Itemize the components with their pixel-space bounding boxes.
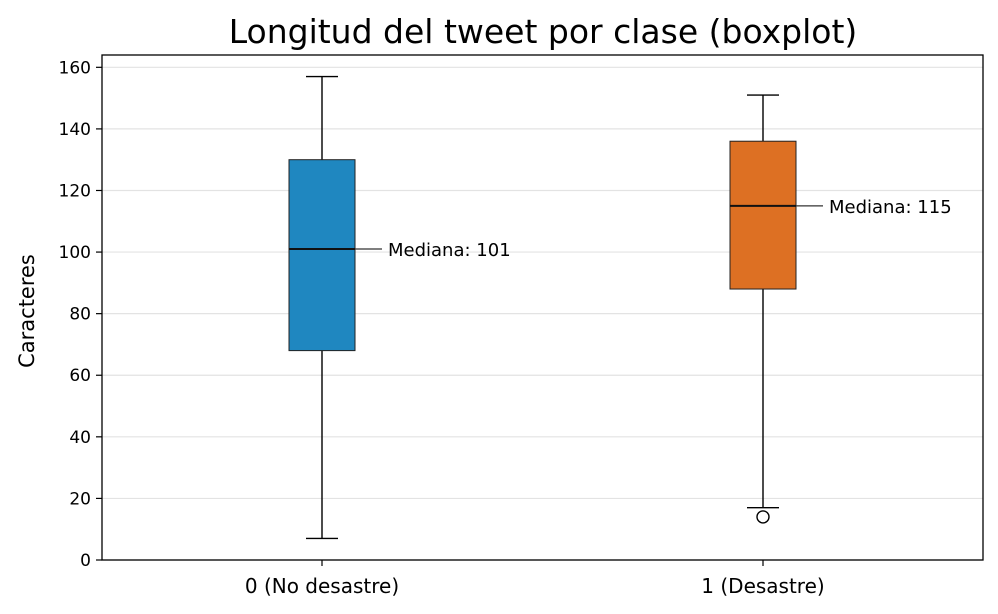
grid — [102, 66, 983, 561]
box-group: Mediana: 101 — [288, 75, 511, 540]
y-tick-label: 120 — [59, 181, 91, 201]
x-tick-label: 0 (No desastre) — [245, 574, 399, 598]
plot-frame — [101, 54, 984, 561]
outlier-point — [756, 510, 770, 524]
y-tick-label: 80 — [69, 305, 91, 325]
y-tick-label: 160 — [59, 58, 91, 78]
y-tick-label: 60 — [69, 366, 91, 386]
y-axis-label: Caracteres — [15, 254, 39, 368]
box-group: Mediana: 115 — [729, 94, 952, 524]
y-tick-label: 100 — [59, 243, 91, 263]
boxes: Mediana: 101 Mediana: 115 — [288, 75, 952, 540]
y-tick-label: 40 — [69, 428, 91, 448]
y-tick-label: 0 — [80, 551, 91, 571]
iqr-box — [288, 159, 356, 352]
iqr-box — [729, 140, 797, 290]
y-tick-label: 140 — [59, 120, 91, 140]
median-annotation: Mediana: 101 — [388, 240, 511, 261]
axes: 0 20 40 60 80 100 120 140 160 0 (No desastre) 1 (D… — [59, 58, 825, 598]
median-annotation: Mediana: 115 — [829, 197, 952, 218]
y-tick-label: 20 — [69, 489, 91, 509]
chart-title: Longitud del tweet por clase (boxplot) — [229, 12, 858, 51]
x-tick-label: 1 (Desastre) — [701, 574, 824, 598]
